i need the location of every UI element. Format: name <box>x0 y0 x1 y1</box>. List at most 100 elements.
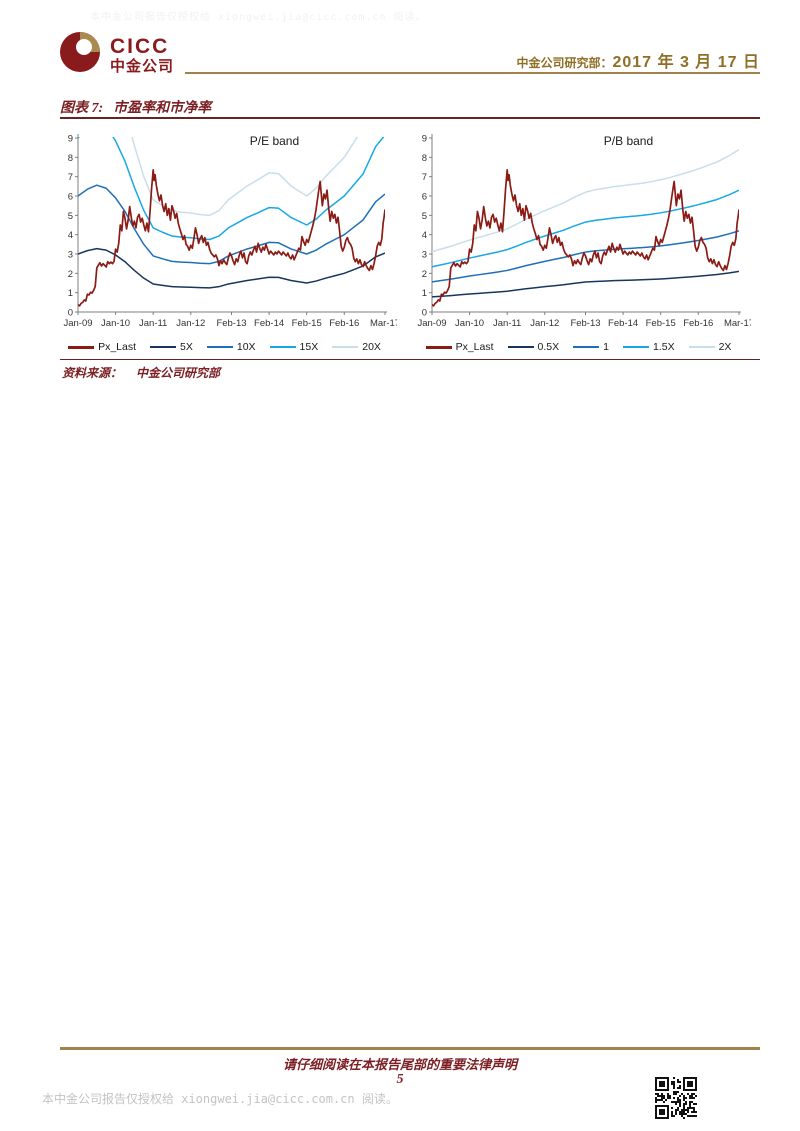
legend-swatch <box>206 346 233 348</box>
figure-title: 市盈率和市净率 <box>113 101 212 116</box>
page-number: 5 <box>396 1072 404 1087</box>
legend-label: 15X <box>299 341 319 353</box>
band-line-1.5X <box>432 189 739 268</box>
p-e-band-svg: 0 1 2 3 4 5 6 7 8 9 Jan-09 Jan-10 Jan-11 Jan-12 Feb-13… <box>63 134 400 330</box>
y-tick-label: 6 <box>68 192 73 203</box>
y-tick-label: 2 <box>422 269 427 280</box>
legend-label: 10X <box>236 341 256 353</box>
y-tick-label: 9 <box>68 134 73 145</box>
legend-swatch <box>269 346 296 348</box>
p-b-band-svg: 0 1 2 3 4 5 6 7 8 9 Jan-09 Jan-10 Jan-11 Jan-12 Feb-13… <box>417 134 754 330</box>
band-line-10X <box>78 184 385 265</box>
x-tick-label: Jan-11 <box>493 318 521 329</box>
legend-item-15x: 15X <box>269 341 319 353</box>
legend-swatch <box>573 346 600 348</box>
y-tick-label: 3 <box>68 250 73 261</box>
report-date: 2017 年 3 月 17 日 <box>612 54 760 71</box>
x-tick-label: Jan-12 <box>176 318 205 329</box>
pe-band-chart: 0 1 2 3 4 5 6 7 8 9 Jan-09 Jan-10 Jan-11 Jan-12 Feb-13… <box>52 122 400 354</box>
band-line-15X <box>78 137 385 241</box>
legend-label: 1 <box>603 341 609 353</box>
y-tick-label: 0 <box>422 308 427 319</box>
cicc-logo: CICC 中金公司 <box>58 30 174 79</box>
price-line <box>432 169 739 307</box>
legend-swatch <box>332 346 359 348</box>
legend-label: Px_Last <box>98 341 137 353</box>
x-tick-label: Jan-09 <box>417 318 446 329</box>
band-line-5X <box>78 247 385 289</box>
figure-label: 图表 7: <box>60 101 104 116</box>
legend-label: 5X <box>180 341 193 353</box>
legend-label: Px_Last <box>455 341 494 353</box>
y-tick-label: 5 <box>68 211 73 222</box>
band-line-2X <box>432 148 739 253</box>
legend-item-5x: 5X <box>150 341 193 353</box>
x-tick-label: Feb-15 <box>646 318 676 329</box>
legend-swatch <box>68 345 95 349</box>
x-tick-label: Feb-15 <box>292 318 322 329</box>
x-tick-label: Feb-14 <box>254 318 284 329</box>
figure-divider <box>60 117 760 119</box>
y-tick-label: 7 <box>422 172 427 183</box>
y-tick-label: 1 <box>422 288 427 299</box>
research-dept-label: 中金公司研究部： <box>516 56 613 70</box>
qr-code-svg <box>655 1077 697 1119</box>
y-tick-label: 9 <box>422 134 427 145</box>
x-tick-label: Feb-13 <box>570 318 600 329</box>
y-tick-label: 5 <box>422 211 427 222</box>
legend-swatch <box>688 346 715 348</box>
x-tick-label: Mar-17 <box>724 318 751 329</box>
y-tick-label: 7 <box>68 172 73 183</box>
watermark-text: 本中金公司报告仅授权给 xiongwei.jia@cicc.com.cn 阅读。 <box>90 12 427 23</box>
pb-band-chart: 0 1 2 3 4 5 6 7 8 9 Jan-09 Jan-10 Jan-11 Jan-12 Feb-13… <box>406 122 754 354</box>
y-tick-label: 8 <box>422 153 427 164</box>
legend-swatch <box>150 346 177 348</box>
qr-code <box>655 1077 699 1121</box>
x-tick-label: Feb-16 <box>683 318 713 329</box>
legend-item-px-last: Px_Last <box>425 341 494 353</box>
pe-band-legend: Px_Last 5X 10X 15X 20X <box>52 341 397 353</box>
legend-swatch <box>425 345 452 349</box>
legend-swatch <box>507 346 534 348</box>
band-line-1 <box>432 230 739 283</box>
legend-label: 1.5X <box>652 341 675 353</box>
pe-band-plot: 0 1 2 3 4 5 6 7 8 9 Jan-09 Jan-10 Jan-11 Jan-12 Feb-13… <box>52 122 400 339</box>
price-line <box>78 169 385 307</box>
x-tick-label: Jan-12 <box>530 318 559 329</box>
chart-title: P/E band <box>250 134 299 148</box>
y-tick-label: 0 <box>68 308 73 319</box>
legend-swatch <box>622 346 649 348</box>
source-text: 中金公司研究部 <box>136 366 221 380</box>
source-label: 资料来源： <box>62 366 123 380</box>
y-tick-label: 8 <box>68 153 73 164</box>
legend-item-20x: 20X <box>332 341 381 353</box>
x-tick-label: Feb-13 <box>216 318 246 329</box>
x-tick-label: Jan-10 <box>455 318 484 329</box>
y-tick-label: 4 <box>68 230 73 241</box>
y-tick-label: 6 <box>422 192 427 203</box>
legend-item-1: 1 <box>573 341 609 353</box>
band-line-20X <box>131 137 359 217</box>
figure-caption: 图表 7: 市盈率和市净率 <box>60 97 211 117</box>
legal-notice: 请仔细阅读在本报告尾部的重要法律声明 <box>282 1057 517 1072</box>
pb-band-legend: Px_Last 0.5X 1 1.5X 2X <box>406 341 751 353</box>
pb-band-plot: 0 1 2 3 4 5 6 7 8 9 Jan-09 Jan-10 Jan-11 Jan-12 Feb-13… <box>406 122 754 339</box>
x-tick-label: Mar-17 <box>370 318 397 329</box>
x-tick-label: Jan-11 <box>139 318 167 329</box>
x-tick-label: Feb-16 <box>329 318 359 329</box>
legend-label: 0.5X <box>537 341 560 353</box>
legend-item-0-5x: 0.5X <box>507 341 560 353</box>
cicc-logo-mark-icon <box>58 30 102 79</box>
legend-item-2x: 2X <box>688 341 732 353</box>
logo-text-en: CICC <box>110 34 170 58</box>
legend-label: 2X <box>718 341 732 353</box>
y-tick-label: 3 <box>422 250 427 261</box>
source-line: 资料来源： 中金公司研究部 <box>62 364 220 381</box>
x-tick-label: Jan-10 <box>101 318 130 329</box>
footer-divider <box>60 1047 760 1050</box>
header-meta: 中金公司研究部：2017 年 3 月 17 日 <box>516 48 760 72</box>
y-tick-label: 2 <box>68 269 73 280</box>
header-divider <box>185 72 760 74</box>
legend-item-1-5x: 1.5X <box>622 341 675 353</box>
